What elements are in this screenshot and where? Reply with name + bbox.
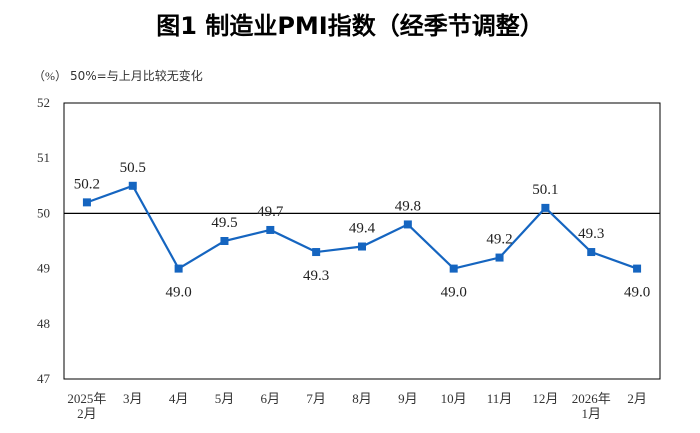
x-tick-label: 6月 — [261, 391, 281, 406]
x-tick-label: 2026年 — [572, 391, 611, 406]
y-tick-label: 49 — [37, 261, 50, 276]
data-point-marker — [541, 203, 550, 212]
data-labels: 50.2 50.5 49.0 49.5 49.7 49.3 49.4 49.8 49.0 49.2… — [74, 160, 650, 301]
chart-title: 图1 制造业PMI指数（经季节调整） — [156, 12, 544, 40]
data-label: 49.5 — [211, 215, 237, 231]
data-point-marker — [587, 248, 596, 257]
data-label: 49.3 — [578, 226, 604, 242]
chart-note: 50%=与上月比较无变化 — [70, 68, 203, 83]
y-axis-unit-label: （%） — [33, 69, 67, 83]
series-markers — [82, 181, 642, 273]
data-point-marker — [403, 220, 412, 229]
data-label: 49.2 — [486, 232, 512, 248]
data-point-marker — [449, 264, 458, 273]
x-tick-label: 2025年 — [67, 391, 106, 406]
data-point-marker — [495, 253, 504, 262]
data-point-marker — [220, 237, 229, 245]
data-label: 50.2 — [74, 176, 100, 192]
data-point-marker — [312, 248, 321, 257]
x-tick-label: 2月 — [627, 391, 647, 406]
x-tick-label: 4月 — [169, 391, 189, 406]
x-tick-label: 2月 — [77, 406, 97, 421]
plot-area-frame — [63, 102, 661, 380]
x-tick-label: 7月 — [306, 391, 326, 406]
y-tick-labels: 47 48 49 50 51 52 — [37, 95, 51, 386]
x-tick-label: 3月 — [123, 391, 143, 406]
x-tick-label: 10月 — [441, 391, 467, 406]
y-tick-label: 50 — [37, 205, 50, 220]
y-tick-label: 48 — [37, 316, 50, 331]
y-tick-label: 52 — [37, 95, 50, 110]
x-tick-label: 8月 — [352, 391, 372, 406]
data-point-marker — [358, 242, 366, 251]
data-label: 50.5 — [120, 160, 146, 176]
data-label: 49.7 — [257, 204, 284, 220]
x-tick-label: 1月 — [581, 406, 601, 421]
x-tick-label: 11月 — [487, 391, 513, 406]
y-tick-label: 47 — [37, 371, 51, 386]
data-point-marker — [82, 198, 91, 207]
x-tick-label: 9月 — [398, 391, 418, 406]
data-label: 49.0 — [441, 285, 467, 301]
data-point-marker — [174, 264, 183, 273]
data-label: 49.3 — [303, 268, 329, 284]
data-label: 49.4 — [349, 221, 376, 237]
data-point-marker — [633, 264, 642, 273]
x-tick-label: 12月 — [532, 391, 558, 406]
data-label: 50.1 — [532, 182, 558, 198]
y-tick-label: 51 — [37, 150, 50, 165]
data-point-marker — [266, 225, 275, 234]
data-point-marker — [128, 181, 137, 190]
data-label: 49.8 — [395, 198, 421, 214]
data-label: 49.0 — [165, 285, 191, 301]
data-label: 49.0 — [624, 285, 650, 301]
x-tick-label: 5月 — [215, 391, 235, 406]
